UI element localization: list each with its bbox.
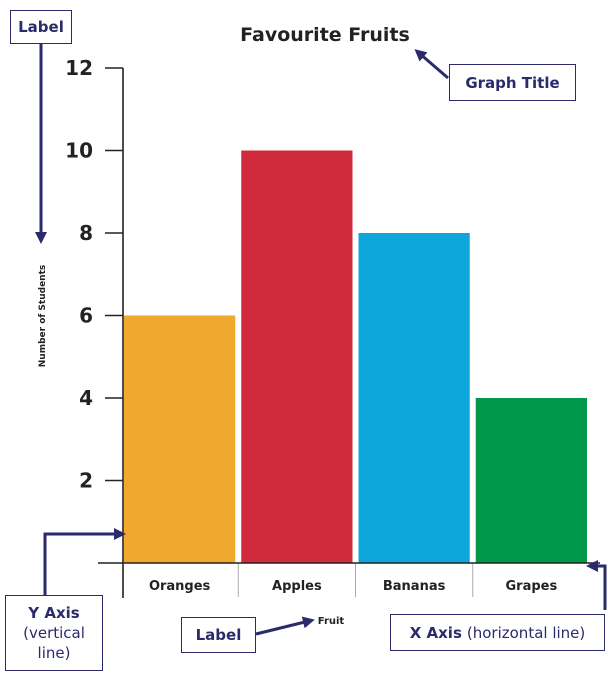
y-tick-label: 2 bbox=[79, 469, 93, 493]
bar-bananas bbox=[358, 233, 470, 563]
y-axis-pointer bbox=[43, 528, 126, 595]
bar-apples bbox=[241, 150, 353, 563]
y-axis-annotation-title: Y Axis bbox=[28, 604, 80, 622]
y-tick-label: 10 bbox=[65, 139, 93, 163]
x-tick-label-grapes: Grapes bbox=[506, 579, 558, 594]
x-axis-label: Fruit bbox=[318, 616, 345, 627]
x-axis-annotation: X Axis (horizontal line) bbox=[390, 614, 605, 651]
x-tick-labels: Oranges Apples Bananas Grapes bbox=[149, 563, 558, 597]
x-tick-label-bananas: Bananas bbox=[383, 579, 446, 594]
y-tick-label: 4 bbox=[79, 386, 93, 410]
x-tick-label-oranges: Oranges bbox=[149, 579, 211, 594]
bar-oranges bbox=[124, 315, 236, 563]
label-bottom-box: Label bbox=[181, 617, 256, 653]
x-axis-pointer bbox=[586, 560, 607, 610]
label-bottom-arrow bbox=[255, 616, 315, 636]
graph-title-box: Graph Title bbox=[449, 64, 576, 101]
y-tick-label: 8 bbox=[79, 221, 93, 245]
y-tick-label: 6 bbox=[79, 304, 93, 328]
y-ticks: 2 4 6 8 10 12 bbox=[65, 56, 123, 493]
x-axis-annotation-title: X Axis bbox=[409, 623, 462, 642]
label-top-box: Label bbox=[10, 10, 72, 44]
y-axis-annotation: Y Axis (vertical line) bbox=[5, 595, 103, 671]
graph-title-arrow bbox=[414, 49, 449, 80]
y-axis-annotation-line1: (vertical bbox=[23, 624, 85, 642]
y-axis-label: Number of Students bbox=[38, 265, 48, 367]
chart-title: Favourite Fruits bbox=[240, 24, 410, 46]
bars bbox=[124, 150, 587, 563]
y-tick-label: 12 bbox=[65, 56, 93, 80]
y-axis-annotation-line2: line) bbox=[37, 644, 71, 662]
bar-grapes bbox=[475, 398, 587, 563]
x-axis-annotation-desc: (horizontal line) bbox=[466, 623, 586, 642]
x-tick-label-apples: Apples bbox=[272, 579, 322, 594]
